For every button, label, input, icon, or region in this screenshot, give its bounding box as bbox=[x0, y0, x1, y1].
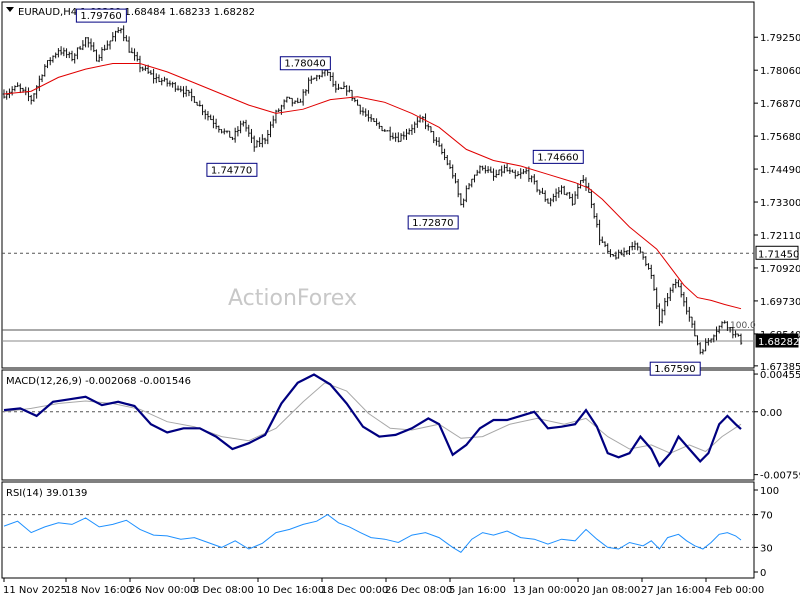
price-axis-label: 1.79250 bbox=[760, 33, 800, 44]
fibo-level-label: 100.0 bbox=[730, 321, 756, 331]
rsi-axis-label: 70 bbox=[760, 511, 773, 522]
rsi-axis-label: 0 bbox=[760, 568, 766, 579]
price-annotation-box bbox=[75, 8, 127, 23]
time-axis-label: 4 Feb 00:00 bbox=[705, 585, 764, 596]
rsi-axis-label: 100 bbox=[760, 486, 779, 497]
price-axis-marker bbox=[755, 245, 799, 260]
macd-axis-label: 0.00 bbox=[760, 408, 782, 419]
price-annotation-label: 1.74770 bbox=[211, 165, 252, 176]
rsi-panel bbox=[1, 481, 755, 579]
rsi-line bbox=[3, 513, 742, 553]
price-axis-marker-label: 1.68282 bbox=[758, 337, 799, 348]
time-axis-label: 11 Nov 2025 bbox=[3, 585, 67, 596]
ohlc-readout: 1.68289 1.68484 1.68233 1.68282 bbox=[80, 7, 255, 18]
price-annotation-label: 1.72870 bbox=[412, 218, 453, 229]
time-axis-label: 18 Nov 16:00 bbox=[65, 585, 132, 596]
macd-panel bbox=[1, 369, 755, 481]
macd-axis-label: 0.004553 bbox=[760, 370, 800, 381]
rsi-axis-label: 30 bbox=[760, 543, 773, 554]
price-axis-label: 1.76870 bbox=[760, 99, 800, 110]
price-axis-label: 1.74490 bbox=[760, 165, 800, 176]
time-axis-label: 20 Jan 08:00 bbox=[577, 585, 640, 596]
price-axis-label: 1.73300 bbox=[760, 198, 800, 209]
time-axis-label: 10 Dec 16:00 bbox=[257, 585, 324, 596]
macd-axis-label: -0.007593 bbox=[760, 471, 800, 482]
time-axis-label: 27 Jan 16:00 bbox=[641, 585, 704, 596]
price-annotation-box bbox=[407, 215, 459, 230]
price-annotation-label: 1.67590 bbox=[654, 364, 695, 375]
price-axis-marker-label: 1.71450 bbox=[758, 249, 799, 260]
price-axis-label: 1.75680 bbox=[760, 132, 800, 143]
price-annotation-box bbox=[206, 162, 258, 177]
time-axis-label: 26 Nov 00:00 bbox=[129, 585, 196, 596]
price-annotation-box bbox=[649, 361, 701, 376]
time-axis-label: 3 Dec 08:00 bbox=[193, 585, 254, 596]
price-annotation-label: 1.74660 bbox=[537, 152, 578, 163]
price-panel bbox=[1, 1, 755, 369]
price-axis-marker bbox=[755, 333, 799, 348]
macd-line bbox=[3, 373, 742, 468]
watermark: ActionForex bbox=[228, 286, 357, 311]
rsi-title: RSI(14) 39.0139 bbox=[6, 488, 87, 499]
macd-title: MACD(12,26,9) -0.002068 -0.001546 bbox=[6, 376, 191, 387]
price-axis-label: 1.67385 bbox=[760, 362, 800, 373]
price-annotation-box bbox=[279, 56, 331, 71]
price-axis-label: 1.72110 bbox=[760, 231, 800, 242]
price-axis-label: 1.70920 bbox=[760, 264, 800, 275]
price-annotation-label: 1.79760 bbox=[80, 11, 121, 22]
time-axis-label: 13 Jan 00:00 bbox=[513, 585, 576, 596]
symbol-title: EURAUD,H4 bbox=[18, 7, 77, 18]
time-axis-label: 5 Jan 16:00 bbox=[449, 585, 506, 596]
price-annotation-box bbox=[532, 149, 584, 164]
price-axis-label: 1.78060 bbox=[760, 66, 800, 77]
price-axis-label: 1.69730 bbox=[760, 297, 800, 308]
time-axis-label: 26 Dec 08:00 bbox=[385, 585, 452, 596]
dropdown-triangle-icon[interactable] bbox=[6, 7, 14, 12]
price-annotation-label: 1.78040 bbox=[284, 59, 325, 70]
moving-average-line bbox=[3, 63, 742, 310]
time-axis-label: 18 Dec 00:00 bbox=[321, 585, 388, 596]
